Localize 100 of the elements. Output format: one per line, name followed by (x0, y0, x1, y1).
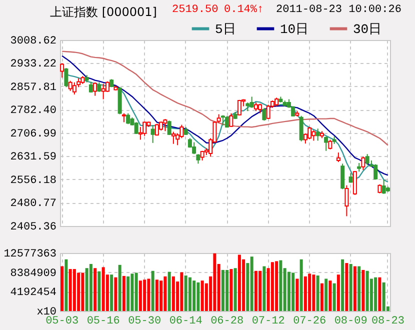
y-tick-label: 2782.40 (10, 105, 56, 118)
bar (98, 271, 101, 311)
bar (226, 270, 229, 311)
candlestick (312, 130, 316, 142)
bar (258, 270, 262, 311)
candlestick (68, 80, 72, 92)
x-tick-label: 08-23 (371, 316, 404, 328)
candlestick (258, 103, 262, 114)
y-tick-label: 2933.22 (10, 58, 56, 71)
candlestick (126, 112, 130, 125)
y-tick-label: 4192454 (10, 287, 57, 300)
candlestick (101, 83, 106, 100)
bar (64, 259, 68, 311)
bar (172, 276, 175, 311)
candlestick (308, 126, 312, 140)
legend-label: 30日 (353, 22, 382, 37)
bar (366, 270, 369, 311)
candlestick (196, 154, 200, 164)
bar (200, 280, 204, 311)
candlestick (340, 163, 345, 190)
bar (304, 276, 307, 311)
bar (110, 274, 114, 311)
candlestick (324, 136, 328, 152)
text: 2011-08-23 10:00:26 (276, 4, 402, 16)
bar (230, 269, 233, 311)
bar (308, 274, 312, 311)
candlestick (142, 121, 147, 136)
legend-label: 10日 (280, 22, 309, 37)
candlestick (167, 120, 172, 136)
x-tick-label: 07-26 (293, 316, 326, 328)
bar (188, 277, 192, 311)
candlestick (171, 131, 176, 144)
bar (213, 253, 216, 311)
y-tick-label: 2556.18 (10, 175, 56, 187)
bar (138, 280, 142, 311)
candlestick (229, 112, 234, 128)
bar (300, 259, 303, 311)
candlestick (192, 142, 196, 155)
bar (196, 282, 200, 311)
bar (324, 278, 328, 311)
line-series (61, 55, 389, 176)
candlestick (150, 124, 155, 144)
line-series (66, 74, 389, 183)
bar (336, 274, 340, 311)
legend-label: 5日 (215, 22, 236, 37)
bar (270, 262, 274, 311)
bar (378, 277, 382, 311)
bar (151, 270, 154, 311)
bar (332, 283, 336, 311)
bar (262, 266, 266, 311)
x-tick-label: 06-28 (210, 316, 244, 328)
candlestick (328, 139, 332, 150)
bar (382, 282, 386, 311)
x-tick-label: 05-16 (86, 316, 120, 328)
candlestick (250, 96, 254, 108)
candlestick (299, 115, 304, 142)
bar (358, 266, 361, 311)
bar (155, 280, 158, 311)
bar (312, 274, 316, 311)
line-series (61, 50, 389, 146)
y-tick-label: 2405.36 (10, 222, 56, 234)
bar (94, 268, 97, 311)
candlestick (64, 68, 68, 88)
bar (374, 277, 378, 311)
bar (275, 261, 278, 311)
candlestick (365, 154, 370, 166)
candlestick (163, 118, 168, 132)
bar (122, 276, 126, 311)
y-tick-label: 3008.62 (10, 36, 56, 48)
x-tick-label: 07-12 (252, 316, 285, 328)
bar (134, 272, 138, 311)
candlestick (344, 184, 349, 217)
bar (147, 278, 150, 311)
bar (316, 275, 320, 311)
y-tick-label: 12577363 (4, 248, 56, 260)
bar (345, 263, 348, 311)
bar (234, 268, 237, 311)
bar (287, 272, 290, 311)
bar (341, 259, 344, 311)
candlestick (336, 152, 340, 163)
y-tick-label: 8384909 (10, 268, 56, 280)
candlestick (262, 107, 266, 122)
candlestick (352, 170, 357, 196)
bar (89, 264, 92, 311)
bar (254, 270, 258, 311)
candlestick (266, 104, 270, 120)
bar (184, 275, 188, 311)
bar (143, 280, 146, 311)
bar (362, 270, 365, 311)
bar (72, 269, 76, 311)
bar (238, 254, 241, 311)
text: 0.14%↑ (224, 4, 264, 16)
bar (328, 280, 332, 311)
x-tick-label: 08-09 (334, 316, 368, 328)
bar (320, 283, 324, 311)
candlestick (382, 179, 386, 194)
bar (349, 264, 352, 311)
candlestick (316, 128, 320, 142)
bar (81, 272, 84, 311)
y-tick-label: 2631.59 (10, 152, 56, 164)
